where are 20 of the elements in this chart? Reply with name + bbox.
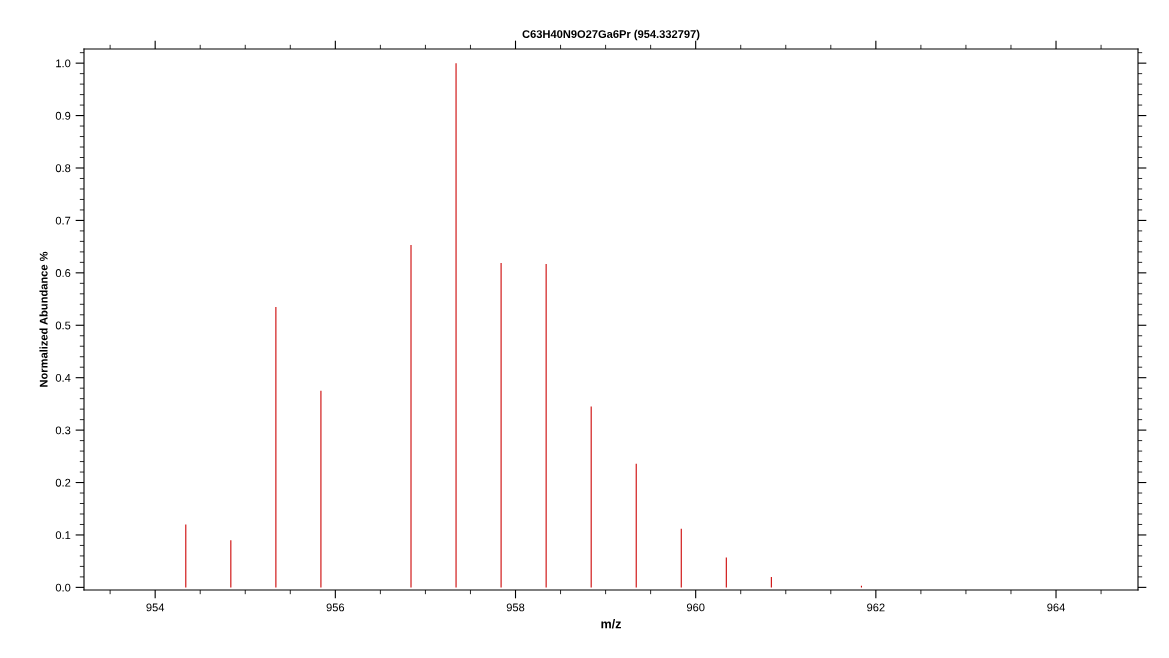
x-tick-label: 962: [867, 603, 885, 612]
y-tick-label: 0.0: [55, 583, 71, 592]
y-tick-label: 0.3: [55, 426, 71, 435]
x-axis-title: m/z: [601, 619, 621, 629]
x-tick-label: 964: [1047, 603, 1065, 612]
y-tick-label: 0.4: [55, 373, 71, 382]
x-tick-label: 956: [326, 603, 345, 612]
y-tick-label: 0.5: [55, 321, 71, 330]
y-tick-label: 1.0: [56, 59, 71, 68]
y-tick-label: 0.8: [55, 164, 71, 173]
x-tick-label: 954: [146, 603, 165, 612]
x-tick-label: 958: [506, 603, 525, 612]
y-tick-label: 0.6: [55, 269, 71, 277]
y-tick-label: 0.7: [55, 216, 71, 225]
chart-title: C63H40N9O27Ga6Pr (954.332797): [522, 29, 700, 41]
y-axis-title: Normalized Abundance %: [39, 251, 48, 387]
y-tick-label: 0.1: [55, 531, 71, 540]
x-tick-label: 960: [686, 603, 705, 612]
y-tick-label: 0.9: [55, 111, 71, 120]
y-tick-label: 0.2: [55, 478, 71, 487]
